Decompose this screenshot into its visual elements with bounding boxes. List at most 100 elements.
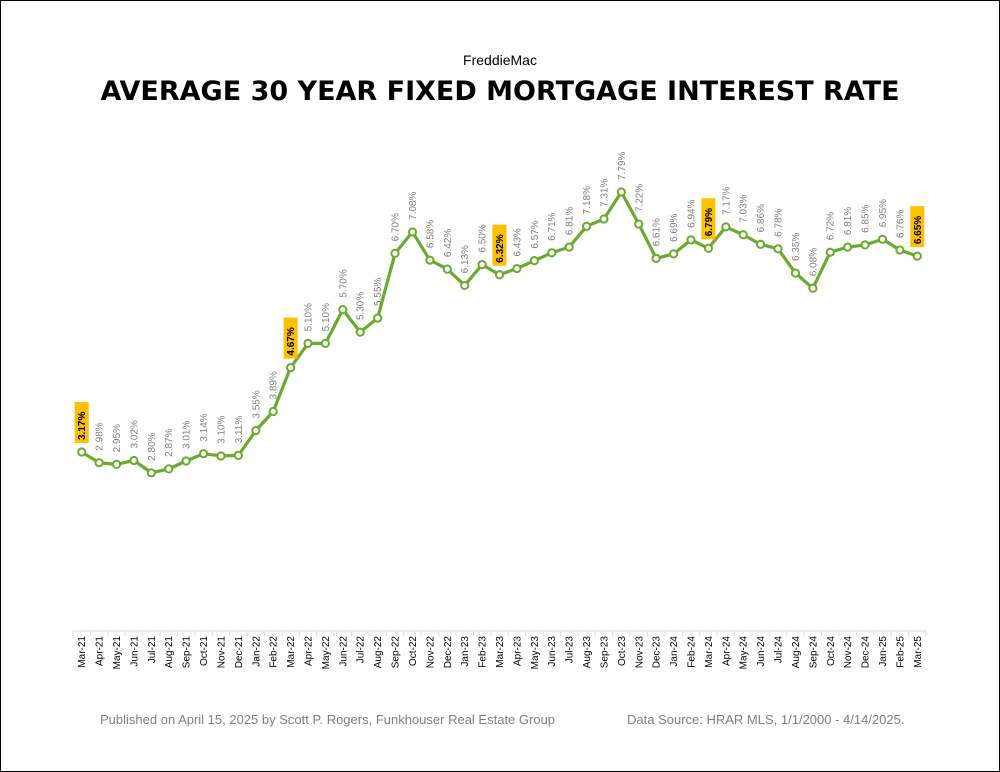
data-point [77, 447, 87, 457]
data-label-text: 7.18% [582, 186, 593, 214]
data-labels: 3.17% 2.98% 2.95% 3.02% 2.80% 2.87% 3.01% 3.14%… [74, 152, 925, 461]
x-tick-label: Feb-25 [895, 636, 906, 668]
data-label-text: 6.71% [547, 212, 558, 240]
data-point [390, 248, 400, 258]
data-point [634, 219, 644, 229]
data-label: 5.55% [373, 278, 384, 306]
data-label: 7.17% [721, 186, 732, 214]
data-point [164, 464, 174, 474]
x-tick-label: Jan-22 [251, 636, 262, 667]
data-label-text: 5.10% [304, 303, 315, 331]
data-label-text: 6.50% [478, 224, 489, 252]
data-label-text: 3.02% [129, 420, 140, 448]
data-label-text: 3.14% [199, 413, 210, 441]
data-label: 6.69% [669, 213, 680, 241]
x-tick-label: Sep-23 [599, 636, 610, 669]
x-tick-label: May-23 [530, 636, 541, 670]
data-label-text: 4.67% [286, 327, 297, 355]
data-points [77, 187, 922, 478]
data-point [808, 283, 818, 293]
chart-subtitle: FreddieMac [463, 52, 537, 68]
data-label-text: 3.10% [216, 415, 227, 443]
data-label: 6.72% [826, 212, 837, 240]
data-point [912, 251, 922, 261]
x-tick-label: Jul-21 [147, 636, 158, 664]
data-label-text: 6.70% [391, 213, 402, 241]
data-label: 6.76% [895, 210, 906, 238]
data-point [668, 249, 679, 259]
data-label-text: 6.79% [704, 208, 715, 236]
data-label: 7.31% [599, 179, 610, 207]
data-point [616, 187, 626, 197]
data-label: 3.17% [74, 402, 89, 444]
data-point [477, 259, 487, 270]
data-label: 3.01% [182, 421, 193, 449]
data-label: 6.58% [425, 220, 436, 248]
data-label: 2.80% [147, 432, 158, 460]
data-label-text: 7.17% [721, 186, 732, 214]
x-axis-labels: Mar-21 Apr-21 May-21 Jun-21 Jul-21 Aug-21 Sep-… [77, 636, 924, 670]
x-tick-label: Dec-21 [234, 636, 245, 669]
x-tick-label: Aug-24 [791, 636, 802, 669]
x-tick-label: Jun-22 [338, 636, 349, 667]
data-label: 6.42% [443, 229, 454, 257]
x-tick-label: Mar-23 [495, 636, 506, 668]
data-label-text: 2.80% [147, 432, 158, 460]
footer-published: Published on April 15, 2025 by Scott P. … [100, 712, 556, 727]
data-label-text: 6.58% [425, 220, 436, 248]
data-point [738, 230, 748, 240]
x-tick-label: May-24 [739, 636, 750, 670]
x-tick-label: Jul-22 [356, 636, 367, 664]
data-label-text: 3.11% [234, 416, 245, 444]
x-tick-label: Sep-24 [808, 636, 819, 669]
data-label-text: 2.98% [95, 422, 106, 450]
data-point [146, 468, 156, 478]
data-point [877, 234, 888, 244]
data-point [425, 255, 435, 265]
data-label: 6.85% [861, 204, 872, 232]
label-highlight [492, 224, 507, 266]
x-tick-label: Sep-22 [391, 636, 402, 669]
x-tick-label: Jun-24 [756, 636, 767, 667]
data-label-text: 6.95% [878, 199, 889, 227]
data-label-text: 7.31% [599, 179, 610, 207]
data-label-text: 6.32% [495, 234, 506, 262]
data-label: 6.57% [530, 220, 541, 248]
data-point [686, 235, 696, 245]
data-point [286, 362, 296, 373]
x-tick-label: Aug-22 [373, 636, 384, 669]
data-label-text: 5.30% [356, 292, 367, 320]
data-label-text: 6.81% [843, 207, 854, 235]
data-label: 2.87% [164, 428, 175, 456]
data-label-text: 5.55% [373, 278, 384, 306]
data-point [129, 455, 139, 466]
x-tick-label: Sep-21 [182, 636, 193, 669]
x-tick-label: Dec-23 [652, 636, 663, 669]
data-label-text: 3.55% [251, 390, 262, 418]
data-label: 6.70% [391, 213, 402, 241]
data-label-text: 6.08% [808, 248, 819, 276]
data-point [756, 239, 766, 249]
x-tick-label: Jan-23 [460, 636, 471, 667]
data-label: 5.70% [338, 269, 349, 297]
data-point [442, 264, 452, 274]
data-label-text: 6.61% [652, 218, 663, 246]
x-tick-label: Nov-24 [843, 636, 854, 669]
data-label: 3.89% [269, 371, 280, 399]
data-label: 3.10% [216, 415, 227, 443]
data-label: 6.94% [686, 199, 697, 227]
data-label: 3.11% [234, 416, 245, 444]
x-tick-label: Jun-21 [129, 636, 140, 667]
data-point [773, 244, 783, 254]
data-label: 6.65% [910, 206, 925, 248]
data-label: 6.81% [565, 207, 576, 235]
data-label-text: 6.81% [565, 207, 576, 235]
data-label-text: 6.13% [460, 245, 471, 273]
data-label: 6.50% [478, 224, 489, 252]
data-label-text: 6.69% [669, 213, 680, 241]
x-tick-label: Feb-24 [686, 636, 697, 668]
data-label-text: 6.78% [774, 208, 785, 236]
data-label: 6.13% [460, 245, 471, 273]
data-point [721, 222, 731, 232]
data-point [233, 450, 243, 460]
